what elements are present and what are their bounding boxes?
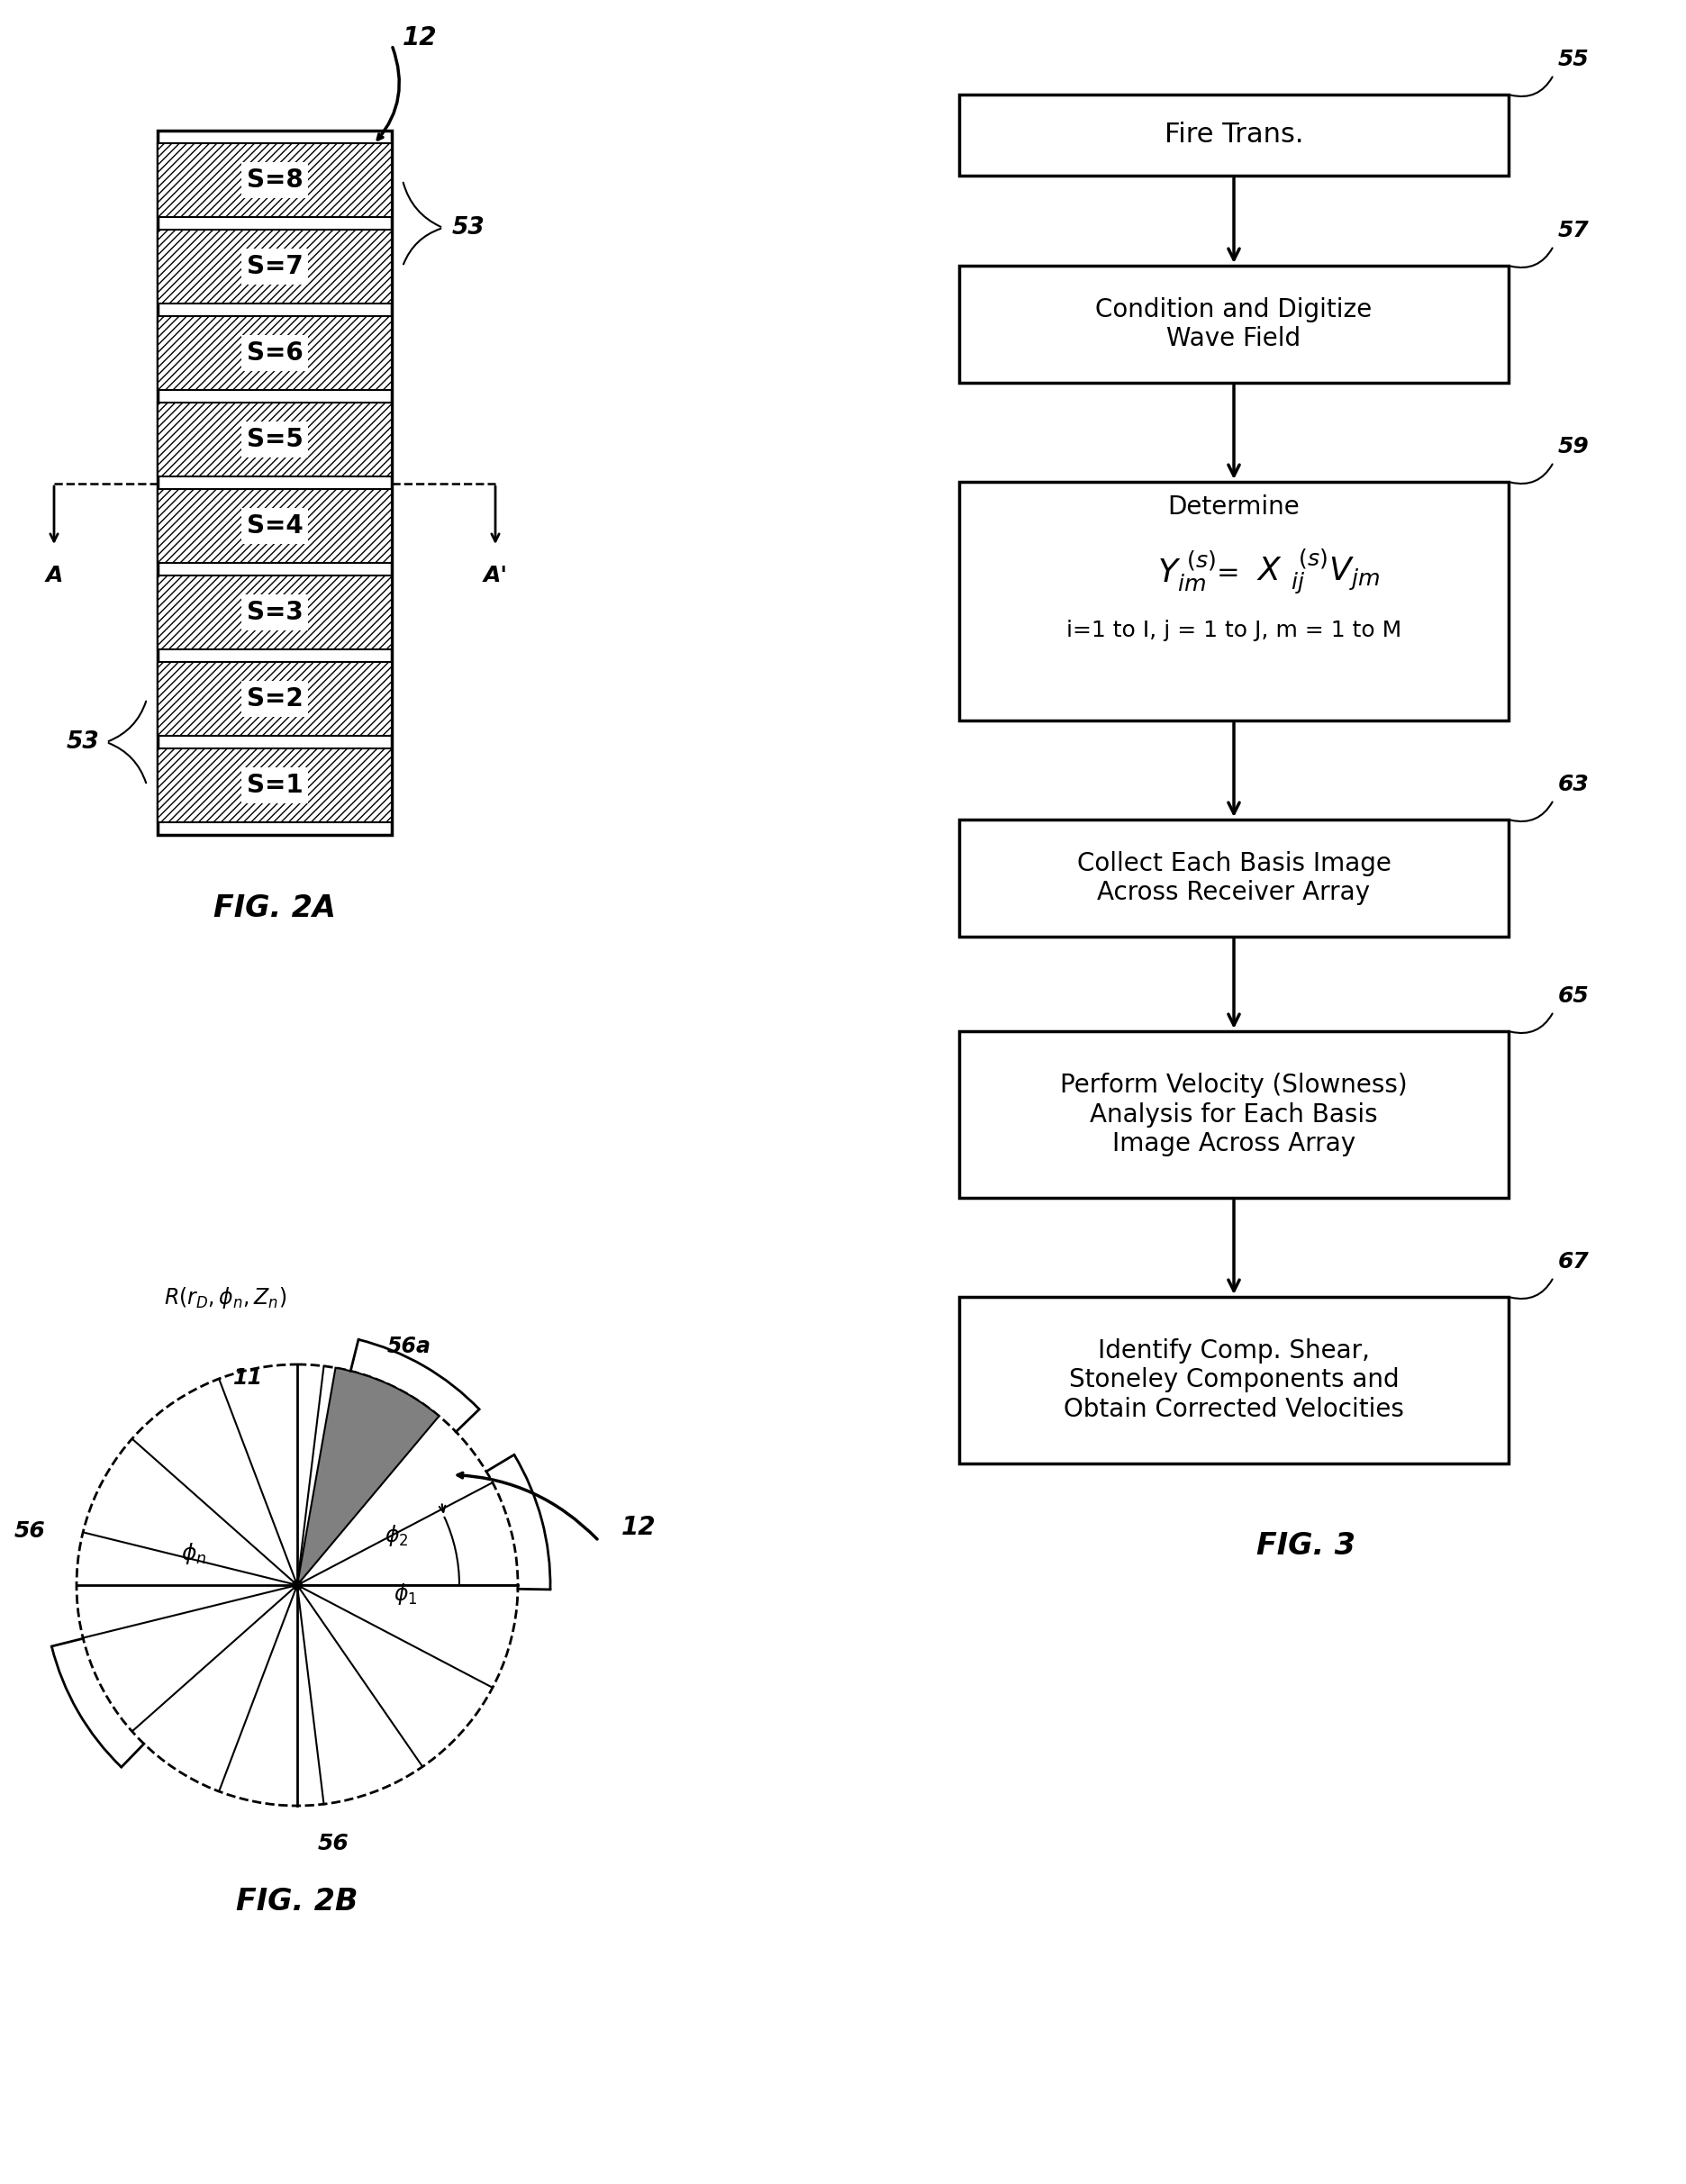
Bar [157, 317, 391, 391]
Text: A': A' [484, 566, 507, 585]
Text: 65: 65 [1558, 985, 1590, 1007]
Bar [959, 1297, 1509, 1463]
Bar [157, 577, 391, 649]
Text: S=4: S=4 [246, 513, 303, 539]
Circle shape [292, 1579, 302, 1590]
Text: $\phi_3$: $\phi_3$ [339, 1487, 362, 1511]
Text: S=2: S=2 [246, 686, 303, 712]
Text: 12: 12 [403, 26, 437, 50]
Text: 55: 55 [1558, 48, 1590, 70]
Bar [959, 94, 1509, 175]
Text: Fire Trans.: Fire Trans. [1165, 122, 1303, 149]
Text: S=3: S=3 [246, 601, 303, 625]
Bar [157, 662, 391, 736]
Text: 57: 57 [1558, 221, 1590, 242]
Text: Collect Each Basis Image
Across Receiver Array: Collect Each Basis Image Across Receiver… [1077, 852, 1391, 906]
Text: FIG. 2B: FIG. 2B [236, 1887, 357, 1918]
Text: 59: 59 [1558, 437, 1590, 456]
Text: 63: 63 [1558, 773, 1590, 795]
Text: $=$: $=$ [1211, 559, 1239, 585]
Bar [157, 131, 391, 834]
Text: S=7: S=7 [246, 253, 303, 280]
Wedge shape [297, 1367, 438, 1586]
Bar [959, 1031, 1509, 1197]
Bar [959, 483, 1509, 721]
Text: $\phi_2$: $\phi_2$ [384, 1522, 408, 1548]
Text: Identify Comp. Shear,
Stoneley Components and
Obtain Corrected Velocities: Identify Comp. Shear, Stoneley Component… [1064, 1339, 1404, 1422]
Text: 53: 53 [452, 216, 486, 240]
Text: $R(r_D,\phi_n,Z_n)$: $R(r_D,\phi_n,Z_n)$ [164, 1284, 287, 1310]
Text: S=8: S=8 [246, 168, 303, 192]
Text: S=5: S=5 [246, 426, 303, 452]
Text: $Y_{im}^{\ (s)}$: $Y_{im}^{\ (s)}$ [1157, 550, 1216, 594]
Text: Condition and Digitize
Wave Field: Condition and Digitize Wave Field [1096, 297, 1372, 352]
Text: FIG. 2A: FIG. 2A [214, 893, 336, 924]
Bar [157, 749, 391, 821]
Text: FIG. 3: FIG. 3 [1256, 1531, 1356, 1562]
Text: Determine: Determine [1168, 494, 1300, 520]
Text: i=1 to I, j = 1 to J, m = 1 to M: i=1 to I, j = 1 to J, m = 1 to M [1066, 620, 1401, 642]
Text: 56a: 56a [388, 1337, 432, 1356]
Text: $X\ _{ij}^{\ (s)}V_{jm}$: $X\ _{ij}^{\ (s)}V_{jm}$ [1256, 546, 1379, 596]
Text: $\phi_1$: $\phi_1$ [393, 1581, 416, 1607]
Bar [959, 266, 1509, 382]
Text: 12: 12 [622, 1516, 656, 1540]
Text: $\phi_n$: $\phi_n$ [180, 1542, 206, 1566]
Text: A: A [46, 566, 62, 585]
Text: S=6: S=6 [246, 341, 303, 365]
Text: 11: 11 [233, 1367, 263, 1389]
Text: Perform Velocity (Slowness)
Analysis for Each Basis
Image Across Array: Perform Velocity (Slowness) Analysis for… [1060, 1072, 1408, 1155]
Bar [157, 402, 391, 476]
Text: 67: 67 [1558, 1251, 1590, 1273]
Text: 53: 53 [66, 729, 99, 753]
Bar [959, 819, 1509, 937]
Text: 56: 56 [13, 1520, 46, 1542]
Bar [157, 144, 391, 216]
Bar [157, 229, 391, 304]
Bar [157, 489, 391, 563]
Text: 56: 56 [317, 1832, 349, 1854]
Text: S=1: S=1 [246, 773, 303, 797]
